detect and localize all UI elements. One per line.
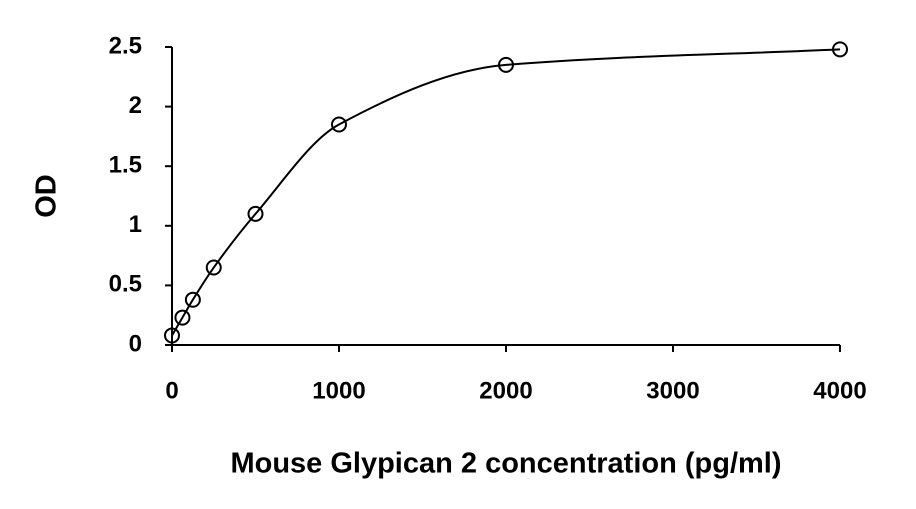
fit-curve (171, 48, 841, 336)
x-tick-label: 4000 (813, 377, 866, 404)
y-tick-label: 1 (129, 211, 142, 238)
x-tick-label: 0 (165, 377, 178, 404)
y-tick-label: 0 (129, 330, 142, 357)
x-tick-label: 3000 (646, 377, 699, 404)
data-point (832, 41, 848, 58)
x-tick-label: 1000 (312, 377, 365, 404)
data-point (205, 259, 222, 276)
data-point (247, 205, 264, 222)
data-point (331, 116, 347, 133)
data-point (174, 309, 191, 326)
data-point (184, 291, 201, 308)
y-tick-label: 2.5 (109, 32, 142, 59)
y-axis-title: OD (31, 174, 63, 218)
data-point (498, 56, 514, 73)
data-point (164, 327, 180, 344)
y-tick-label: 2 (129, 92, 142, 119)
y-tick-label: 1.5 (109, 152, 142, 179)
y-tick-label: 0.5 (109, 271, 142, 298)
x-tick-label: 2000 (479, 377, 532, 404)
x-axis-title: Mouse Glypican 2 concentration (pg/ml) (230, 448, 781, 480)
